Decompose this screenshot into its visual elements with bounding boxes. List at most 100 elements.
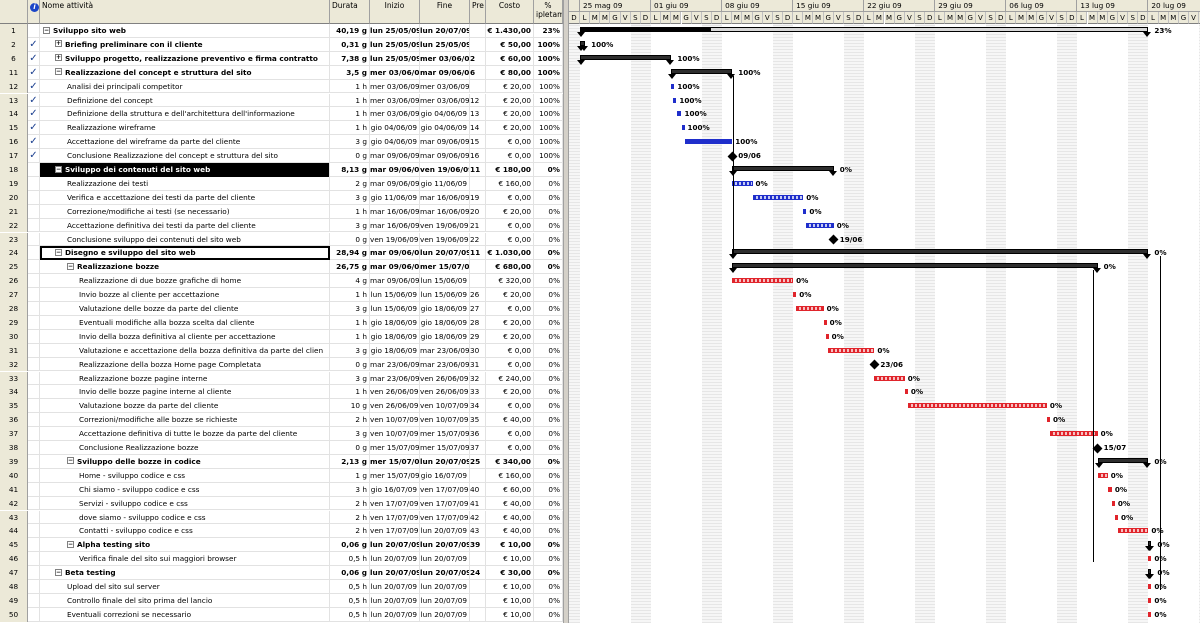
task-finish[interactable]: mar 16/06/09 — [420, 190, 470, 205]
task-duration[interactable]: 3 g — [330, 343, 370, 358]
task-finish[interactable]: ven 17/07/09 — [420, 496, 470, 511]
task-name[interactable]: Servizi - sviluppo codice e css — [40, 496, 330, 511]
task-finish[interactable]: ven 10/07/09 — [420, 413, 470, 428]
task-finish[interactable]: lun 20/07/09 — [420, 246, 470, 261]
task-cost[interactable]: € 160,00 — [486, 176, 534, 191]
task-id[interactable]: 29 — [0, 315, 28, 330]
table-row[interactable]: 32 Realizzazione della bozza Home page Co… — [0, 357, 563, 372]
expand-icon[interactable]: + — [55, 40, 62, 48]
task-duration[interactable]: 0,06 g — [330, 538, 370, 553]
task-id[interactable]: 6 — [0, 51, 28, 66]
table-row[interactable]: 16 ✓ Accettazione del wireframe da parte d… — [0, 135, 563, 150]
task-id[interactable]: 49 — [0, 593, 28, 608]
task-duration[interactable]: 7,38 g — [330, 51, 370, 66]
task-predecessors[interactable] — [470, 37, 486, 52]
task-name[interactable]: Analisi dei principali competitor — [40, 79, 330, 94]
milestone-diamond[interactable] — [828, 234, 839, 245]
task-duration[interactable]: 26,75 g — [330, 260, 370, 275]
task-percent-complete[interactable]: 0% — [534, 593, 563, 608]
task-predecessors[interactable]: 25 — [470, 454, 486, 469]
task-predecessors[interactable]: 12 — [470, 93, 486, 108]
task-bar[interactable] — [793, 292, 797, 298]
task-id[interactable]: 48 — [0, 580, 28, 594]
task-bar[interactable] — [1114, 514, 1118, 520]
col-header-predecessors[interactable]: Pre — [470, 0, 486, 24]
task-bar[interactable] — [827, 347, 875, 353]
task-name[interactable]: Accettazione definitiva di tutte le bozz… — [40, 427, 330, 441]
task-id[interactable]: 41 — [0, 482, 28, 497]
task-percent-complete[interactable]: 0% — [534, 315, 563, 330]
task-name[interactable]: dove siamo - sviluppo codice e css — [40, 510, 330, 525]
task-duration[interactable]: 0 g — [330, 232, 370, 247]
task-start[interactable]: mer 03/06/09 — [370, 65, 420, 80]
task-start[interactable]: gio 18/06/09 — [370, 315, 420, 330]
collapse-icon[interactable]: − — [43, 26, 50, 34]
task-cost[interactable]: € 20,00 — [486, 288, 534, 302]
task-bar[interactable] — [825, 333, 829, 339]
collapse-icon[interactable]: − — [55, 568, 62, 576]
task-finish[interactable]: lun 20/07/09 — [420, 566, 470, 580]
task-id[interactable]: 27 — [0, 288, 28, 302]
col-header-cost[interactable]: Costo — [486, 0, 534, 24]
table-row[interactable]: 1− Sviluppo sito web 40,19 g lun 25/05/09 lu… — [0, 24, 563, 38]
task-id[interactable]: 31 — [0, 343, 28, 358]
task-percent-complete[interactable]: 0% — [534, 246, 563, 261]
summary-bar[interactable] — [732, 263, 1098, 269]
table-row[interactable]: 29 Eventuali modifiche alla bozza scelta … — [0, 315, 563, 330]
task-predecessors[interactable]: 40 — [470, 482, 486, 497]
task-cost[interactable]: € 0,00 — [486, 149, 534, 163]
task-id[interactable]: 43 — [0, 510, 28, 525]
task-id[interactable]: 32 — [0, 357, 28, 372]
task-cost[interactable]: € 160,00 — [486, 468, 534, 483]
task-percent-complete[interactable]: 0% — [534, 204, 563, 219]
task-cost[interactable]: € 0,00 — [486, 135, 534, 150]
task-percent-complete[interactable]: 0% — [534, 468, 563, 483]
task-start[interactable]: ven 10/07/09 — [370, 413, 420, 428]
task-finish[interactable]: lun 15/06/09 — [420, 274, 470, 289]
task-duration[interactable]: 3 g — [330, 427, 370, 441]
task-id[interactable]: 33 — [0, 371, 28, 386]
task-start[interactable]: lun 15/06/09 — [370, 288, 420, 302]
task-name[interactable]: Contatti - sviluppo codice e css — [40, 524, 330, 539]
task-name[interactable]: Chi siamo - sviluppo codice e css — [40, 482, 330, 497]
task-duration[interactable]: 0,5 h — [330, 580, 370, 594]
task-finish[interactable]: mer 03/06/09 — [420, 51, 470, 66]
task-bar[interactable] — [677, 111, 682, 117]
task-duration[interactable]: 0 g — [330, 149, 370, 163]
task-finish[interactable]: gio 11/06/09 — [420, 176, 470, 191]
task-percent-complete[interactable]: 23% — [534, 24, 563, 38]
task-name[interactable]: Realizzazione bozze pagine interne — [40, 371, 330, 386]
task-cost[interactable]: € 60,00 — [486, 51, 534, 66]
collapse-icon[interactable]: − — [67, 457, 74, 465]
task-bar[interactable] — [1148, 584, 1152, 589]
task-bar[interactable] — [671, 83, 675, 89]
task-cost[interactable]: € 10,00 — [486, 607, 534, 622]
table-row[interactable]: 48 Upload del sito sul server 0,5 h lun 20/… — [0, 580, 563, 594]
table-row[interactable]: 6 ✓ + Sviluppo progetto, realizzazione prev… — [0, 51, 563, 66]
task-duration[interactable]: 8,13 g — [330, 163, 370, 177]
task-percent-complete[interactable]: 0% — [534, 538, 563, 553]
task-finish[interactable]: mer 15/07/09 — [420, 427, 470, 441]
task-id[interactable]: 22 — [0, 218, 28, 233]
task-name[interactable]: Upload del sito sul server — [40, 580, 330, 594]
task-id[interactable]: 39 — [0, 454, 28, 469]
task-duration[interactable]: 1 h — [330, 288, 370, 302]
task-percent-complete[interactable]: 0% — [534, 232, 563, 247]
task-percent-complete[interactable]: 100% — [534, 79, 563, 94]
task-percent-complete[interactable]: 100% — [534, 135, 563, 150]
table-row[interactable]: 42 Servizi - sviluppo codice e css 2 h ven … — [0, 496, 563, 511]
task-id[interactable]: 17 — [0, 149, 28, 163]
task-bar[interactable] — [732, 278, 794, 284]
table-row[interactable]: 19 Realizzazione dei testi 2 g mar 09/06/09… — [0, 176, 563, 191]
task-name[interactable]: Controllo finale del sito prima del lanc… — [40, 593, 330, 608]
task-duration[interactable]: 2,13 g — [330, 454, 370, 469]
task-percent-complete[interactable]: 100% — [534, 93, 563, 108]
task-predecessors[interactable]: 30 — [470, 343, 486, 358]
task-predecessors[interactable]: 22 — [470, 232, 486, 247]
task-predecessors[interactable]: 43 — [470, 524, 486, 539]
task-percent-complete[interactable]: 100% — [534, 37, 563, 52]
task-percent-complete[interactable]: 0% — [534, 482, 563, 497]
task-percent-complete[interactable]: 0% — [534, 260, 563, 275]
task-finish[interactable]: mar 09/06/09 — [420, 135, 470, 150]
